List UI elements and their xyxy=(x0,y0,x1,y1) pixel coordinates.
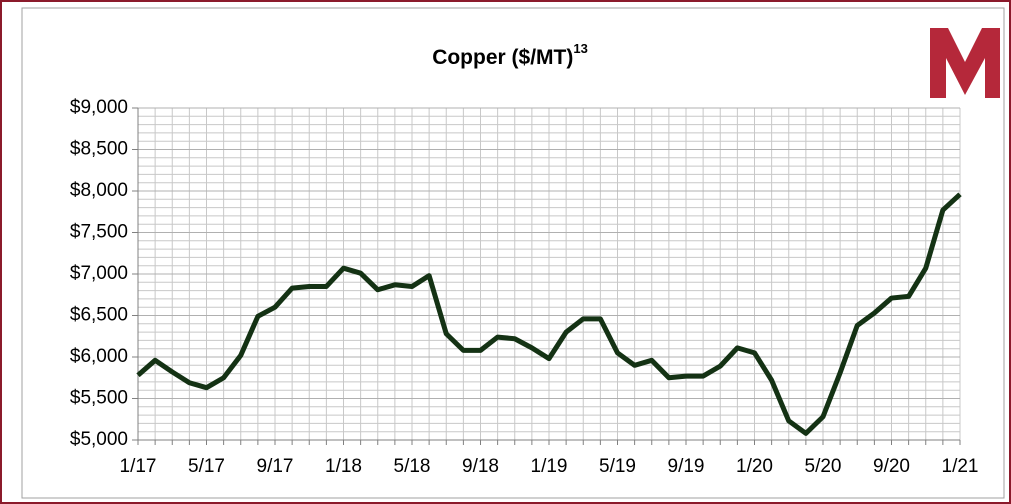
title-superscript: 13 xyxy=(573,41,587,56)
x-tick-label: 5/20 xyxy=(805,456,842,477)
y-tick-label: $6,000 xyxy=(70,346,128,367)
y-tick-label: $8,500 xyxy=(70,139,128,160)
data-line xyxy=(136,192,962,436)
x-tick-label: 9/17 xyxy=(257,456,294,477)
x-tick-label: 5/19 xyxy=(599,456,636,477)
x-tick-label: 9/19 xyxy=(668,456,705,477)
y-tick-label: $6,500 xyxy=(70,305,128,326)
y-tick-label: $7,500 xyxy=(70,222,128,243)
x-tick-label: 9/18 xyxy=(462,456,499,477)
x-tick-label: 1/20 xyxy=(736,456,773,477)
x-tick-label: 1/17 xyxy=(120,456,157,477)
y-tick-label: $9,000 xyxy=(70,97,128,118)
title-text: Copper ($/MT) xyxy=(432,46,573,69)
y-tick-label: $5,000 xyxy=(70,429,128,450)
logo xyxy=(930,28,1000,98)
x-tick-label: 5/17 xyxy=(188,456,225,477)
x-tick-label: 1/18 xyxy=(325,456,362,477)
y-tick-label: $8,000 xyxy=(70,180,128,201)
y-tick-label: $5,500 xyxy=(70,388,128,409)
x-tick-label: 5/18 xyxy=(394,456,431,477)
chart-title: Copper ($/MT)13 xyxy=(432,41,588,68)
y-tick-label: $7,000 xyxy=(70,263,128,284)
x-tick-label: 1/21 xyxy=(942,456,979,477)
x-tick-label: 9/20 xyxy=(873,456,910,477)
chart-frame xyxy=(21,7,1005,499)
x-tick-label: 1/19 xyxy=(531,456,568,477)
